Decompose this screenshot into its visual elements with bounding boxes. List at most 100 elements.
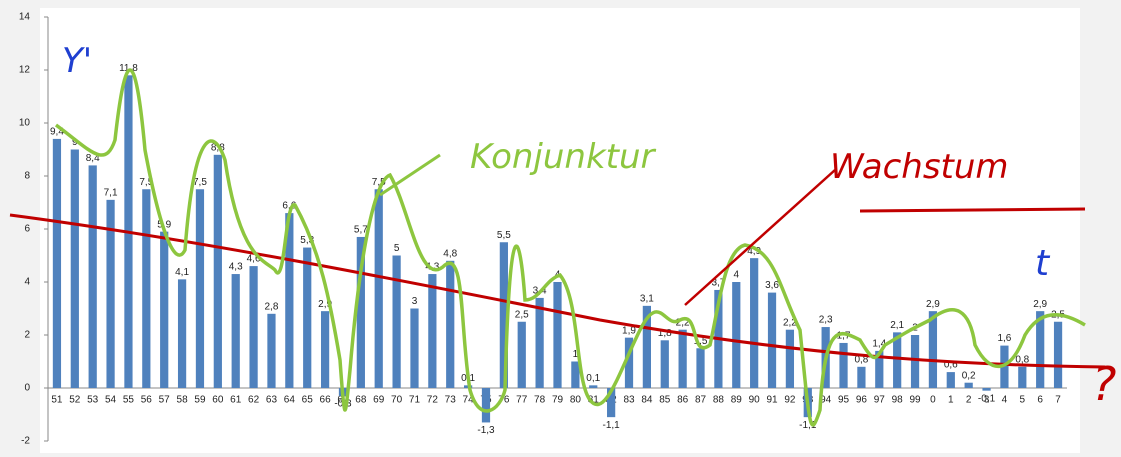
bar bbox=[106, 199, 115, 388]
value-label: 0,2 bbox=[962, 370, 976, 381]
value-label: 4,1 bbox=[175, 267, 189, 278]
x-tick-label: 96 bbox=[856, 395, 868, 406]
bar bbox=[231, 274, 240, 388]
x-tick-label: 73 bbox=[445, 395, 457, 406]
bar bbox=[356, 236, 365, 388]
value-label: 2,2 bbox=[676, 317, 690, 328]
value-label: 4 bbox=[733, 270, 739, 281]
x-tick-label: 98 bbox=[892, 395, 904, 406]
value-label: 0,8 bbox=[854, 354, 868, 365]
x-tick-label: 72 bbox=[427, 395, 439, 406]
x-tick-label: 62 bbox=[248, 395, 260, 406]
y-tick-label: 12 bbox=[19, 65, 31, 76]
bar bbox=[982, 388, 991, 391]
value-label: 0,1 bbox=[586, 373, 600, 384]
bar bbox=[517, 321, 526, 388]
value-label: 1,7 bbox=[837, 331, 851, 342]
cycle-curve bbox=[54, 68, 1086, 427]
x-tick-label: 85 bbox=[659, 395, 671, 406]
x-tick-label: 70 bbox=[391, 395, 403, 406]
bar bbox=[1053, 321, 1063, 388]
x-tick-label: 56 bbox=[141, 395, 153, 406]
bar bbox=[678, 329, 687, 388]
value-label: 0,8 bbox=[1015, 354, 1029, 365]
value-label: 1,5 bbox=[694, 336, 708, 347]
value-label: 9,4 bbox=[50, 127, 64, 138]
x-tick-label: 90 bbox=[749, 395, 761, 406]
annotation: Konjunktur bbox=[470, 137, 657, 177]
x-tick-label: 4 bbox=[1002, 395, 1008, 406]
value-label: 7,5 bbox=[372, 177, 386, 188]
value-label: 6,6 bbox=[282, 201, 296, 212]
y-tick-label: 6 bbox=[24, 224, 30, 235]
bar bbox=[553, 282, 562, 388]
value-label: 2,9 bbox=[1033, 299, 1047, 310]
x-tick-label: 6 bbox=[1037, 395, 1043, 406]
value-label: 2,3 bbox=[819, 315, 833, 326]
bar bbox=[660, 340, 669, 388]
x-tick-label: 63 bbox=[266, 395, 278, 406]
x-tick-label: 79 bbox=[552, 395, 564, 406]
x-tick-label: 3 bbox=[984, 395, 990, 406]
y-tick-label: 14 bbox=[19, 12, 31, 23]
bar bbox=[392, 255, 401, 388]
x-tick-label: 80 bbox=[570, 395, 582, 406]
bar bbox=[857, 366, 866, 388]
bar bbox=[750, 258, 759, 388]
bar bbox=[267, 313, 276, 388]
annotation: ? bbox=[1092, 357, 1116, 411]
x-tick-label: 88 bbox=[713, 395, 725, 406]
x-tick-label: 87 bbox=[695, 395, 707, 406]
x-tick-label: 51 bbox=[51, 395, 63, 406]
bar bbox=[875, 350, 884, 388]
value-label: 2,9 bbox=[318, 299, 332, 310]
value-label: 5,7 bbox=[354, 225, 368, 236]
value-label: -0,1 bbox=[978, 393, 996, 404]
value-label: 3,1 bbox=[640, 293, 654, 304]
x-tick-label: 78 bbox=[534, 395, 546, 406]
bar bbox=[535, 297, 544, 388]
bar bbox=[303, 247, 312, 388]
bar bbox=[624, 337, 634, 388]
x-tick-label: 81 bbox=[588, 395, 600, 406]
value-label: 2,1 bbox=[890, 320, 904, 331]
x-tick-label: 60 bbox=[212, 395, 224, 406]
value-label: 3 bbox=[412, 296, 418, 307]
bar bbox=[696, 348, 705, 388]
bar bbox=[893, 332, 902, 388]
x-tick-label: 64 bbox=[284, 395, 296, 406]
bar bbox=[642, 305, 651, 388]
y-tick-label: 2 bbox=[24, 330, 30, 341]
value-label: 2,5 bbox=[515, 309, 529, 320]
bar bbox=[571, 361, 580, 388]
value-label: 1,9 bbox=[622, 325, 636, 336]
bar bbox=[767, 292, 777, 388]
value-label: 5 bbox=[394, 243, 400, 254]
x-tick-label: 57 bbox=[159, 395, 171, 406]
bar bbox=[52, 138, 62, 388]
x-tick-label: 52 bbox=[69, 395, 81, 406]
x-tick-label: 97 bbox=[874, 395, 886, 406]
x-tick-label: 68 bbox=[355, 395, 367, 406]
y-tick-label: 4 bbox=[24, 277, 30, 288]
value-label: 2,8 bbox=[265, 301, 279, 312]
value-label: 2,9 bbox=[926, 299, 940, 310]
value-label: 0,6 bbox=[944, 360, 958, 371]
value-label: 11,8 bbox=[119, 63, 138, 74]
x-tick-label: 5 bbox=[1020, 395, 1026, 406]
x-tick-label: 74 bbox=[463, 395, 475, 406]
bar bbox=[946, 372, 955, 388]
y-tick-label: -2 bbox=[21, 436, 30, 447]
x-tick-label: 61 bbox=[230, 395, 242, 406]
x-tick-label: 0 bbox=[930, 395, 936, 406]
x-tick-label: 94 bbox=[820, 395, 832, 406]
x-tick-label: 89 bbox=[731, 395, 743, 406]
value-label: 1 bbox=[573, 349, 579, 360]
annotation: Wachstum bbox=[830, 147, 1009, 187]
bar bbox=[481, 388, 491, 423]
bar bbox=[88, 165, 97, 388]
value-label: 1,6 bbox=[997, 333, 1011, 344]
y-tick-label: 8 bbox=[24, 171, 30, 182]
bar bbox=[928, 311, 938, 388]
